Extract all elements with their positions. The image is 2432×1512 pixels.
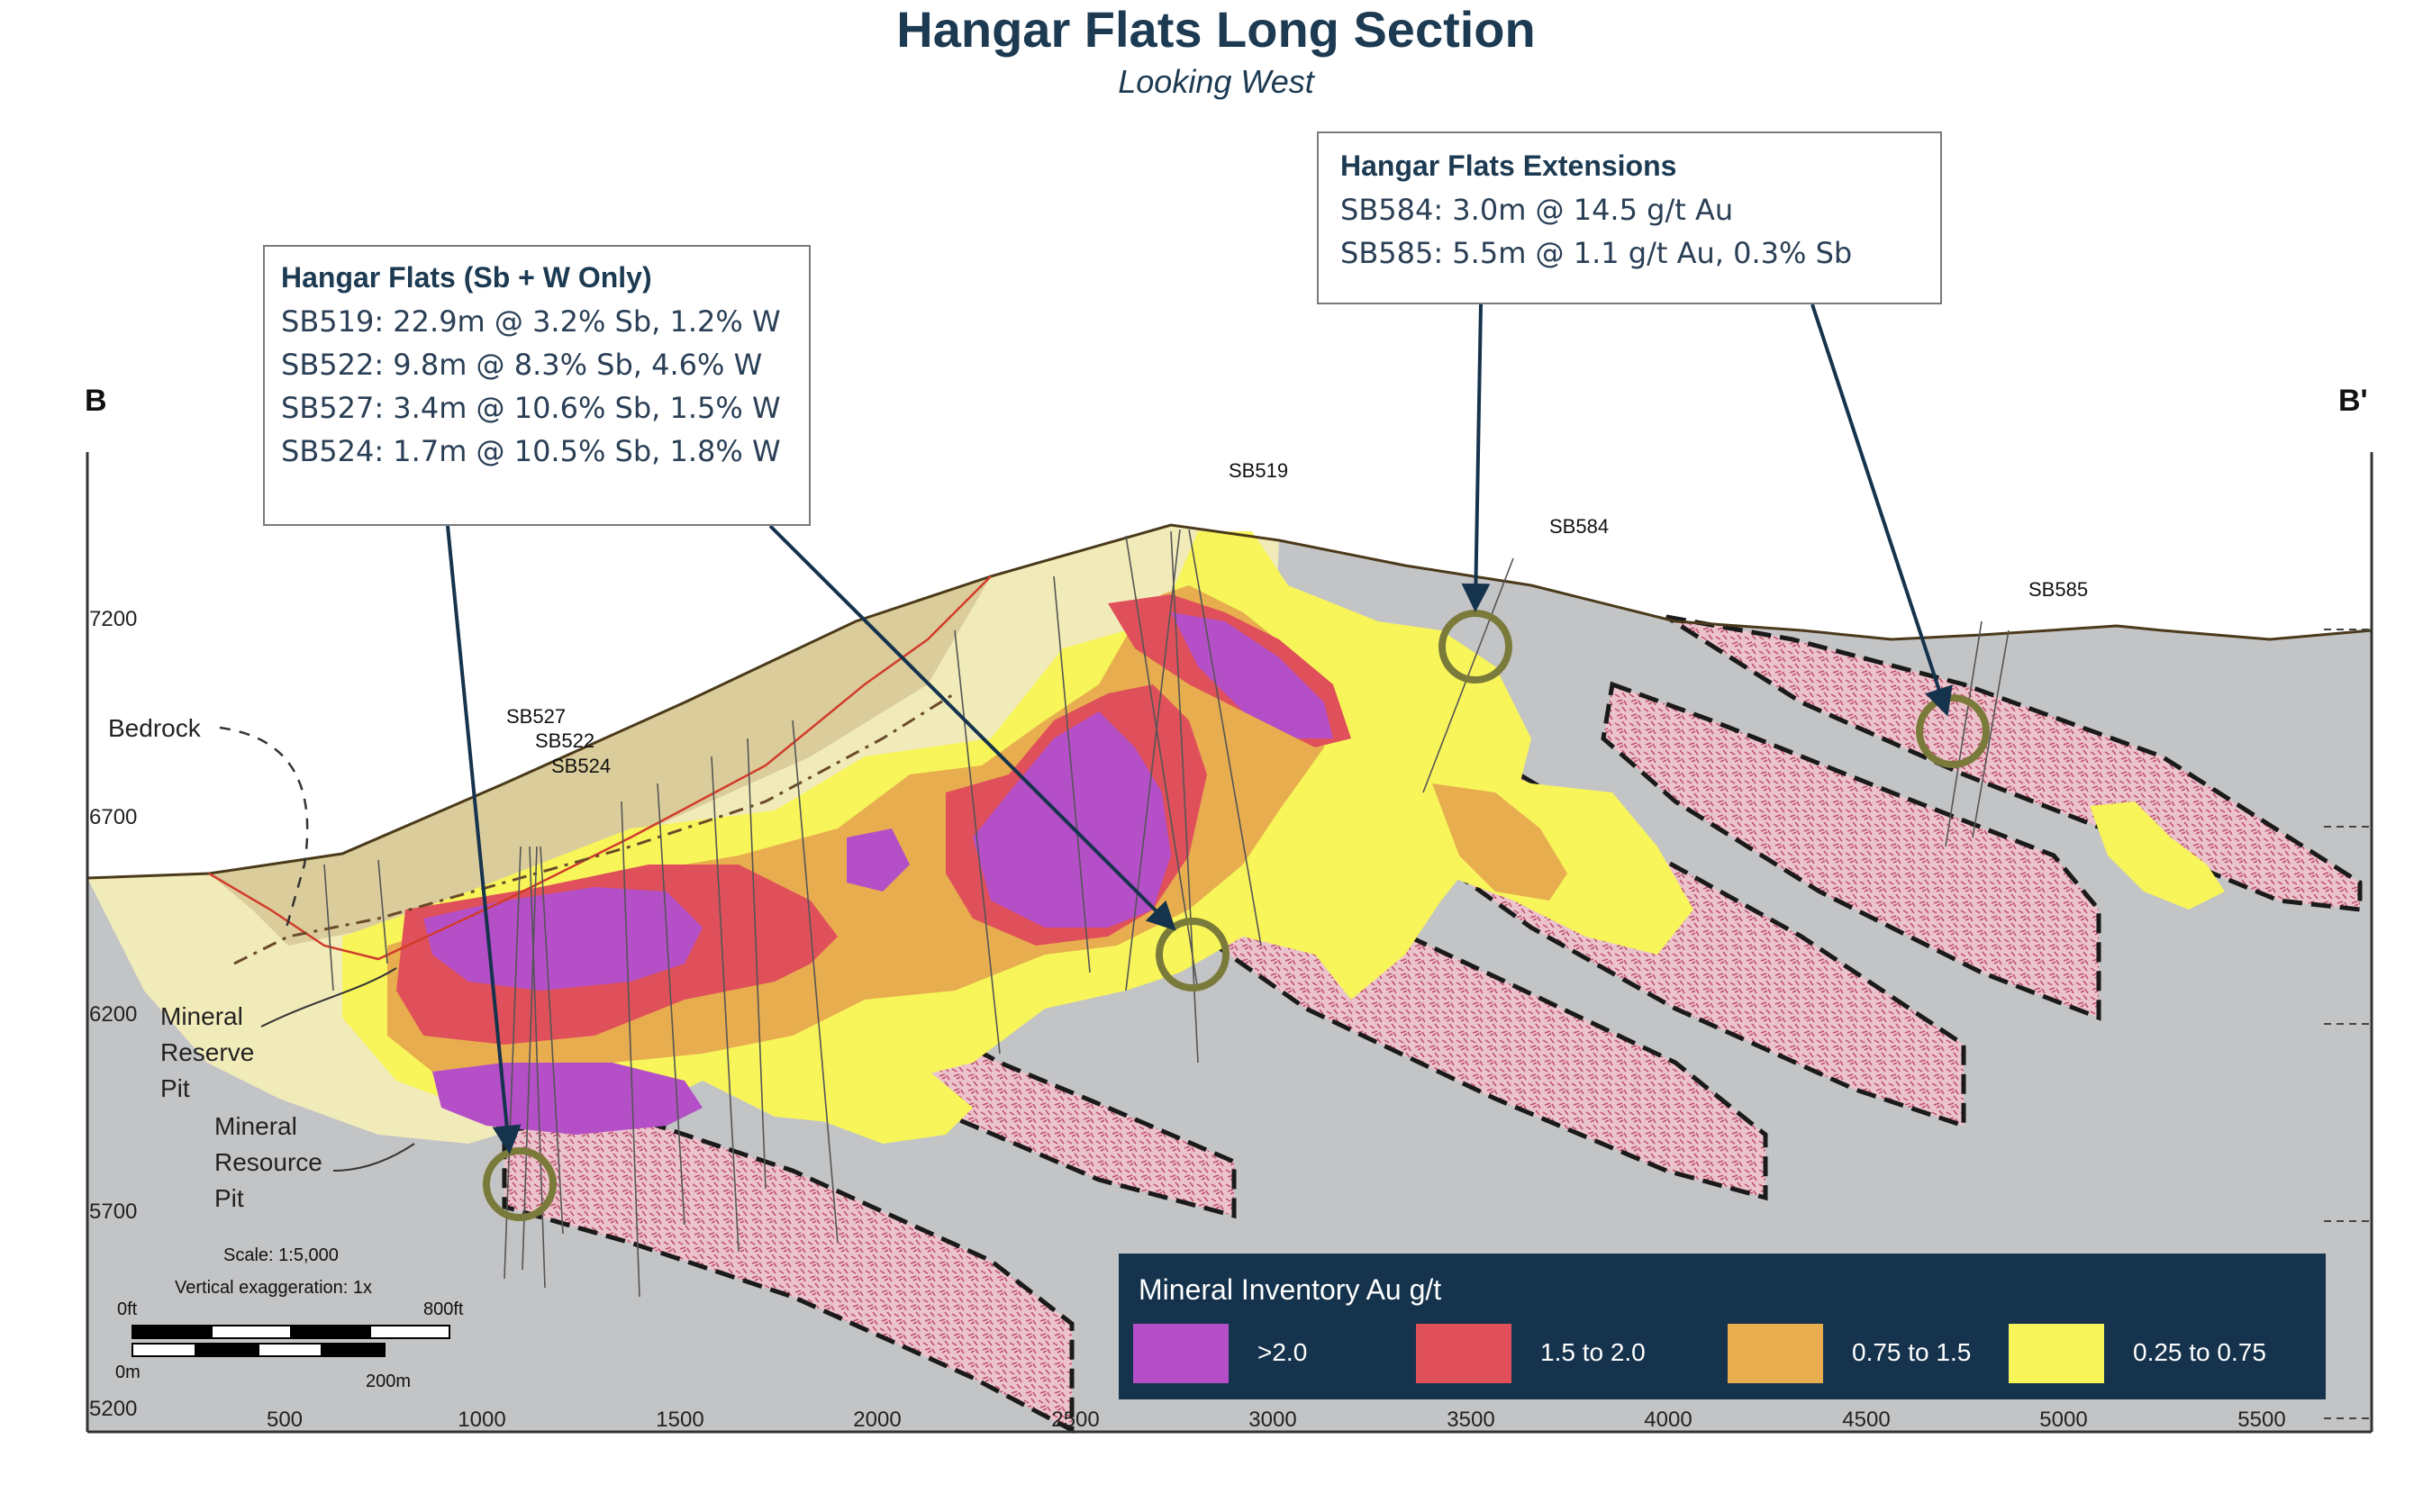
- callout-arrows: [446, 303, 1953, 1154]
- legend-title: Mineral Inventory Au g/t: [1139, 1273, 1442, 1306]
- page-subtitle: Looking West: [1118, 63, 1314, 100]
- intercept-circles: [483, 610, 1990, 1221]
- host-band-1: [502, 1114, 1075, 1435]
- scale-ft-end: 800ft: [423, 1299, 464, 1319]
- grade-shells: [342, 531, 2225, 1144]
- dist-tick-5500: 5500: [2237, 1408, 2285, 1432]
- shell-yellow-south: [739, 1036, 973, 1144]
- callout-left-line: SB522: 9.8m @ 8.3% Sb, 4.6% W: [281, 348, 763, 382]
- shell-purple-lower: [432, 1063, 703, 1135]
- grade-legend: Mineral Inventory Au g/t >2.0 1.5 to 2.0…: [1119, 1254, 2326, 1399]
- reserve-pit-zone: [209, 576, 991, 946]
- elev-tick-6200: 6200: [89, 1002, 137, 1027]
- resource-pit-label-3: Pit: [214, 1184, 244, 1212]
- annotation-labels: Bedrock Mineral Reserve Pit Mineral Reso…: [108, 714, 322, 1212]
- scale-bar-ft: [132, 1325, 450, 1339]
- scale-ft-start: 0ft: [117, 1299, 138, 1319]
- elevation-axis: 7200 6700 6200 5700 5200: [89, 607, 137, 1421]
- distance-axis: 500 1000 1500 2000 2500 3000 3500 4000 4…: [267, 1408, 2286, 1432]
- reserve-pit-outline: [208, 575, 992, 961]
- callout-hangar-flats-extensions: Hangar Flats Extensions SB584: 3.0m @ 14…: [1317, 131, 1942, 304]
- section-label-end: B': [2338, 384, 2368, 418]
- bedrock-pointer: [219, 726, 309, 928]
- dist-tick-4000: 4000: [1644, 1408, 1692, 1432]
- shell-purple-west: [423, 887, 703, 991]
- shell-orange-east: [1432, 783, 1567, 901]
- legend-label: 1.5 to 2.0: [1540, 1338, 1646, 1366]
- reserve-pit-pointer: [260, 967, 397, 1028]
- page-title: Hangar Flats Long Section: [896, 1, 1536, 58]
- dist-tick-2500: 2500: [1051, 1408, 1099, 1432]
- sb519-intercept-circle: [1156, 918, 1230, 991]
- callout-right-line: SB585: 5.5m @ 1.1 g/t Au, 0.3% Sb: [1340, 236, 1853, 270]
- legend-label: 0.25 to 0.75: [2133, 1338, 2266, 1366]
- shell-purple-north: [1171, 612, 1333, 738]
- label-sb585: SB585: [2028, 578, 2088, 601]
- exaggeration-text: Vertical exaggeration: 1x: [175, 1278, 372, 1298]
- shell-purple-central: [973, 711, 1171, 928]
- dist-tick-3500: 3500: [1447, 1408, 1494, 1432]
- callout-hangar-flats-sb-w: Hangar Flats (Sb + W Only) SB519: 22.9m …: [263, 245, 811, 526]
- shell-yellow-far-east: [2090, 801, 2225, 910]
- legend-swatch: [1416, 1324, 1511, 1383]
- elev-tick-5700: 5700: [89, 1200, 137, 1224]
- resource-pit-pointer: [332, 1143, 415, 1172]
- section-label-start: B: [85, 384, 107, 418]
- label-sb527: SB527: [506, 705, 566, 728]
- legend-swatch: [2009, 1324, 2104, 1383]
- callout-left-line: SB519: 22.9m @ 3.2% Sb, 1.2% W: [281, 304, 781, 339]
- scale-m-start: 0m: [115, 1363, 141, 1382]
- reserve-pit-label-1: Mineral: [160, 1002, 243, 1030]
- resource-pit-label-1: Mineral: [214, 1112, 297, 1140]
- dist-tick-3000: 3000: [1248, 1408, 1296, 1432]
- label-sb584: SB584: [1549, 515, 1609, 538]
- dist-tick-2000: 2000: [853, 1408, 901, 1432]
- drillhole-traces: [323, 529, 2010, 1298]
- drillhole-labels: SB519 SB527 SB522 SB524 SB584 SB585: [506, 459, 2088, 777]
- scale-m-end: 200m: [366, 1372, 411, 1391]
- scale-block: Scale: 1:5,000 Vertical exaggeration: 1x…: [115, 1245, 464, 1391]
- legend-label: 0.75 to 1.5: [1852, 1338, 1972, 1366]
- elev-tick-5200: 5200: [89, 1397, 137, 1421]
- topography-line: [86, 523, 2373, 880]
- sb584-intercept-circle: [1438, 610, 1512, 684]
- dist-tick-1500: 1500: [656, 1408, 703, 1432]
- host-band-6: [1665, 614, 2363, 912]
- resource-pit-label-2: Resource: [214, 1148, 322, 1176]
- callout-left-line: SB527: 3.4m @ 10.6% Sb, 1.5% W: [281, 391, 781, 425]
- label-sb522: SB522: [535, 729, 594, 752]
- dist-tick-500: 500: [267, 1408, 303, 1432]
- label-sb519: SB519: [1229, 459, 1288, 482]
- legend-swatch: [1133, 1324, 1229, 1383]
- dist-tick-4500: 4500: [1842, 1408, 1890, 1432]
- legend-label: >2.0: [1257, 1338, 1308, 1366]
- scale-bar-m: [132, 1343, 386, 1357]
- bedrock-contact-line: [233, 692, 956, 965]
- dist-tick-1000: 1000: [458, 1408, 505, 1432]
- callout-left-heading: Hangar Flats (Sb + W Only): [281, 261, 652, 294]
- callout-left-line: SB524: 1.7m @ 10.5% Sb, 1.8% W: [281, 434, 781, 468]
- reserve-pit-label-3: Pit: [160, 1074, 190, 1102]
- scale-text: Scale: 1:5,000: [223, 1245, 339, 1265]
- host-band-5: [1601, 681, 2101, 1021]
- label-sb524: SB524: [551, 755, 611, 777]
- shell-purple-small: [847, 828, 910, 892]
- dist-tick-5000: 5000: [2039, 1408, 2087, 1432]
- elev-tick-6700: 6700: [89, 805, 137, 829]
- elevation-tick-marks-right: [2324, 629, 2372, 1419]
- legend-swatch: [1728, 1324, 1823, 1383]
- sb585-intercept-circle: [1916, 694, 1990, 768]
- bedrock-label: Bedrock: [108, 714, 202, 742]
- callout-right-line: SB584: 3.0m @ 14.5 g/t Au: [1340, 193, 1734, 227]
- reserve-pit-label-2: Reserve: [160, 1038, 254, 1066]
- callout-right-heading: Hangar Flats Extensions: [1340, 149, 1677, 182]
- elev-tick-7200: 7200: [89, 607, 137, 631]
